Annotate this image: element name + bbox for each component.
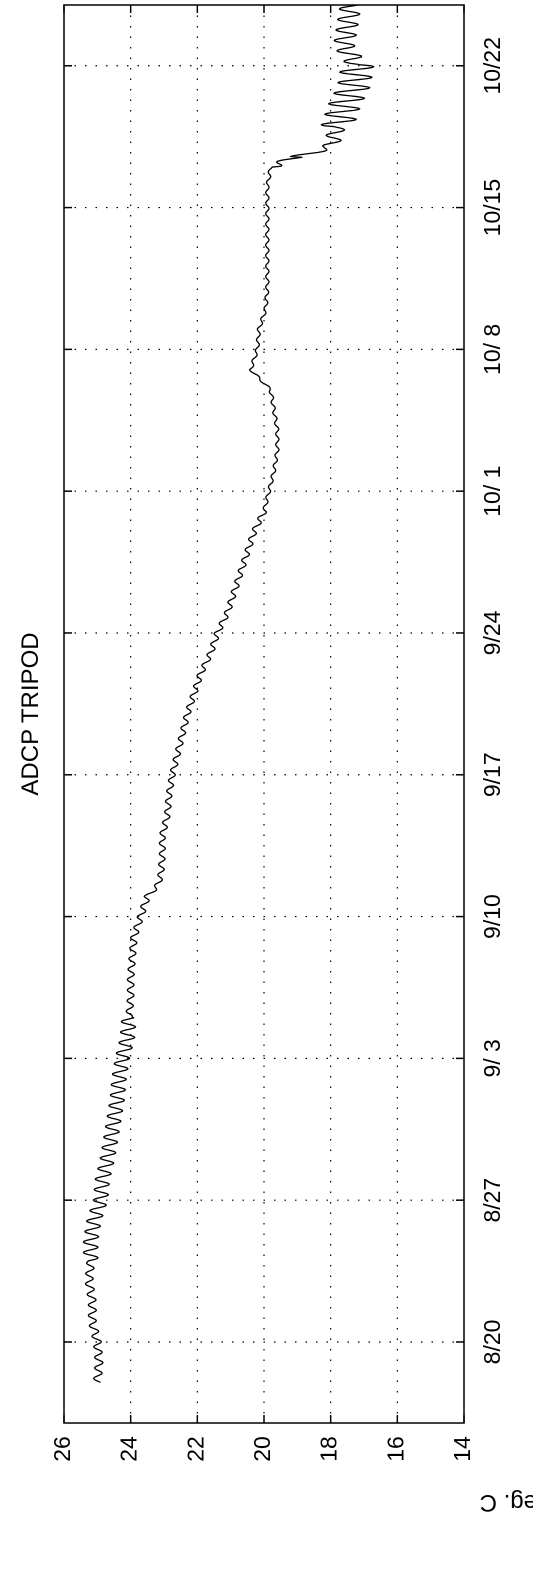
tick-label-date: 10/ 8 — [479, 324, 505, 375]
tick-label-date: 10/ 1 — [479, 466, 505, 517]
tick-label-date: 8/27 — [479, 1178, 505, 1223]
tick-label-temp: 24 — [116, 1436, 142, 1462]
tick-label-date: 10/22 — [479, 37, 505, 95]
tick-label-date: 9/10 — [479, 894, 505, 939]
tick-label-temp: 26 — [49, 1436, 75, 1462]
grid-lines — [64, 5, 464, 1423]
tick-label-temp: 14 — [449, 1436, 475, 1462]
tick-label-temp: 16 — [382, 1436, 408, 1462]
axis-ticks: 26 24 22 20 18 16 14 8/20 8/27 9/ 3 9/10 9/17 9/24 10… — [49, 5, 505, 1462]
tick-label-temp: 18 — [316, 1436, 342, 1462]
series-line — [82, 4, 375, 1384]
plot-area-frame — [63, 4, 465, 1424]
tick-label-date: 8/20 — [479, 1320, 505, 1365]
chart-title: ADCP TRIPOD — [17, 632, 44, 795]
tick-label-date: 10/15 — [479, 179, 505, 237]
tick-label-temp: 22 — [182, 1436, 208, 1462]
tick-label-date: 9/24 — [479, 610, 505, 655]
tick-label-date: 9/17 — [479, 752, 505, 797]
y-axis-label: Deg. C — [480, 1489, 533, 1516]
tick-label-date: 9/ 3 — [479, 1039, 505, 1077]
tick-label-temp: 20 — [249, 1436, 275, 1462]
